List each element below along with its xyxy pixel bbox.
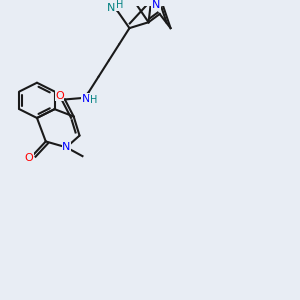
Text: N: N (107, 3, 116, 13)
Text: O: O (55, 91, 64, 101)
Text: H: H (116, 0, 123, 10)
Text: H: H (90, 95, 97, 105)
Text: N: N (62, 142, 70, 152)
Text: N: N (152, 0, 160, 10)
Text: N: N (82, 94, 90, 103)
Text: O: O (25, 153, 33, 163)
